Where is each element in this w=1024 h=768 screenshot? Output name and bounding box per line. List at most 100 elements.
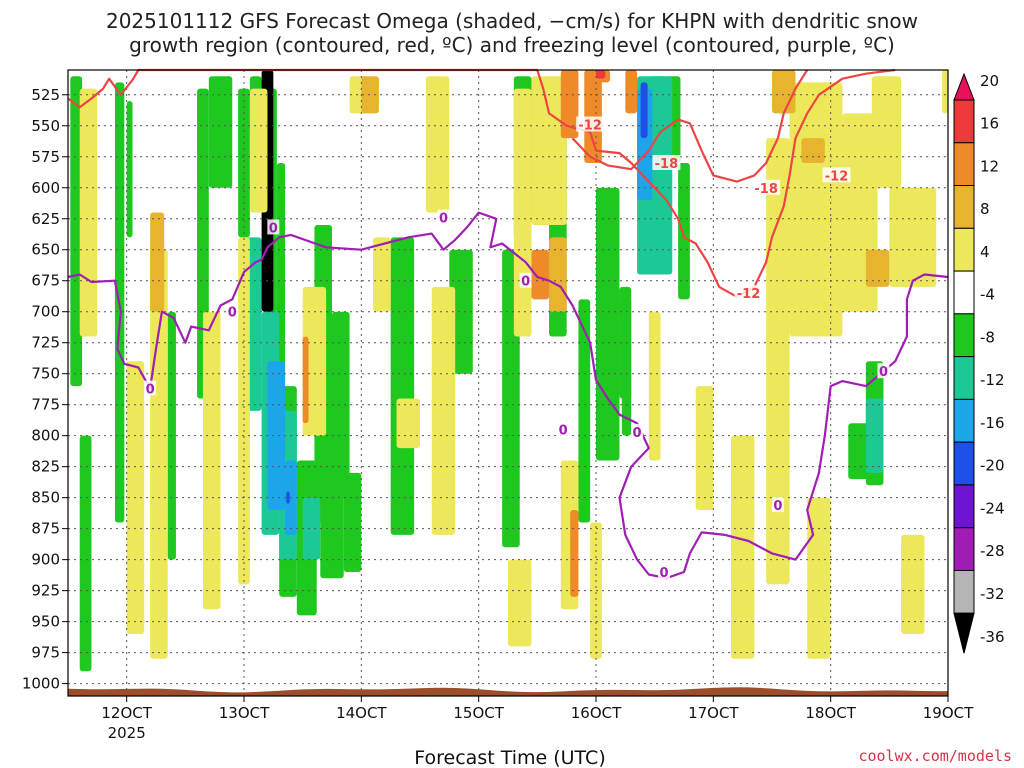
- colorbar-top-arrow: [953, 72, 975, 101]
- omega_up_green-cell-25: [621, 299, 632, 436]
- omega_up_green-cell-0: [70, 76, 83, 387]
- y-tick-label-750: 750: [31, 365, 60, 383]
- y-tick-label-550: 550: [31, 117, 60, 135]
- omega_down_yellow-cell-4: [238, 237, 250, 585]
- contour-label-bg-3: [437, 209, 450, 225]
- omega_down_yellow-cell-11: [431, 286, 456, 535]
- y-tick-label-775: 775: [31, 396, 60, 414]
- omega_down_gold-cell-1: [361, 76, 379, 114]
- dgz_minus12-contour: [67, 68, 896, 298]
- y-axis: 525 550 575 600 625 650 675 700 725 750 775 800 825 8…: [22, 86, 68, 693]
- colorbar-label-3: 8: [980, 200, 990, 218]
- contour-label-11: -12: [737, 287, 761, 302]
- colorbar-label-0: 20: [980, 72, 999, 90]
- colorbar-swatch-6: [953, 313, 975, 358]
- dgz_minus18-contour: [571, 69, 809, 183]
- x-axis-year-label: 2025: [108, 724, 146, 742]
- colorbar-swatch-7: [953, 356, 975, 400]
- x-tick-label-18OCT: 18OCT: [805, 704, 856, 722]
- credit-text: coolwx.com/models: [858, 747, 1012, 765]
- omega_down_orange-cell-6: [302, 336, 309, 424]
- x-axis: 12OCT 13OCT 14OCT 15OCT 16OCT 17OCT 18OCT 19OCT: [101, 696, 974, 722]
- contour-label-8: 0: [773, 499, 782, 514]
- omega_down_yellow-cell-9: [396, 398, 420, 449]
- omega_down_orange-cell-1: [531, 249, 550, 300]
- colorbar-label-12: -32: [980, 585, 1005, 603]
- y-tick-label-950: 950: [31, 613, 60, 631]
- y-tick-label-850: 850: [31, 489, 60, 507]
- colorbar-label-8: -16: [980, 414, 1005, 432]
- contour-label-3: 0: [439, 212, 448, 227]
- y-tick-label-525: 525: [31, 86, 60, 104]
- omega_down_orange-cell-0: [560, 70, 579, 139]
- colorbar-swatch-2: [953, 142, 975, 187]
- omega_up_green-cell-27: [678, 162, 690, 300]
- omega_up_green-cell-16: [332, 311, 350, 498]
- contour-label-0: 0: [146, 383, 155, 398]
- colorbar-swatch-1: [953, 99, 975, 144]
- contour-label-bg-14: [752, 179, 781, 195]
- omega_down_yellow-cell-22: [807, 497, 831, 659]
- omega_down_yellow-cell-18: [695, 386, 714, 511]
- colorbar-label-9: -20: [980, 457, 1005, 475]
- contour-label-10: -12: [578, 119, 602, 134]
- omega_up_green-cell-3: [126, 100, 133, 238]
- colorbar-label-6: -8: [980, 328, 995, 346]
- omega_down_gold-cell-5: [865, 249, 890, 287]
- omega_down_yellow-cell-17: [648, 311, 661, 461]
- omega_up_green-cell-17: [390, 237, 415, 535]
- contour-label-5: 0: [559, 423, 568, 438]
- colorbar-swatch-4: [953, 227, 975, 272]
- omega_up_darkblue-cell-1: [286, 491, 290, 504]
- contour-label-1: 0: [269, 221, 278, 236]
- contour-label-bg-8: [771, 497, 784, 513]
- y-tick-label-875: 875: [31, 520, 60, 538]
- contour-label-2: 0: [228, 306, 237, 321]
- contour-label-14: -18: [754, 182, 778, 197]
- colorbar-swatch-3: [953, 185, 975, 229]
- omega_down_yellow-cell-5: [249, 88, 268, 213]
- colorbar-swatch-12: [953, 569, 975, 614]
- omega_up_teal-cell-5: [865, 398, 884, 473]
- x-tick-label-15OCT: 15OCT: [453, 704, 504, 722]
- contour-label-bg-13: [652, 154, 681, 170]
- y-tick-label-675: 675: [31, 272, 60, 290]
- colorbar-label-2: 12: [980, 157, 999, 175]
- colorbar-swatch-5: [953, 270, 975, 315]
- contour-label-12: -12: [825, 169, 849, 184]
- freezing_level-contour: [67, 211, 949, 580]
- colorbar: 20 16 12 8 4 -4 -8 -12 -16 -20 -24 -28 -32 -36: [953, 72, 1005, 654]
- contour-label-bg-6: [631, 423, 644, 439]
- grid-lines: [68, 70, 949, 696]
- colorbar-bottom-arrow: [953, 612, 975, 654]
- y-tick-label-800: 800: [31, 427, 60, 445]
- omega_down_gold-cell-3: [772, 70, 796, 114]
- colorbar-label-11: -28: [980, 542, 1005, 560]
- contour-label-bg-7: [658, 564, 671, 580]
- y-tick-label-575: 575: [31, 148, 60, 166]
- colorbar-label-5: -4: [980, 286, 995, 304]
- contour-label-7: 0: [660, 566, 669, 581]
- y-tick-label-625: 625: [31, 210, 60, 228]
- contour-label-bg-11: [734, 285, 763, 301]
- y-tick-label-1000: 1000: [22, 675, 60, 693]
- omega_up_green-cell-22: [578, 299, 591, 523]
- colorbar-swatch-11: [953, 527, 975, 571]
- omega_down_yellow-cell-14: [531, 76, 567, 225]
- omega_down_yellow-cell-27: [942, 70, 948, 114]
- contour-label-bg-2: [226, 303, 239, 319]
- omega-shading: [70, 70, 948, 672]
- x-tick-label-12OCT: 12OCT: [101, 704, 152, 722]
- colorbar-label-1: 16: [980, 115, 999, 133]
- ground-surface: [68, 687, 948, 696]
- omega_down_yellow-cell-21: [789, 82, 843, 337]
- contour-label-bg-12: [822, 167, 851, 183]
- x-tick-label-17OCT: 17OCT: [688, 704, 739, 722]
- y-tick-label-925: 925: [31, 582, 60, 600]
- x-tick-label-19OCT: 19OCT: [923, 704, 974, 722]
- contour-label-13: -18: [655, 157, 679, 172]
- omega_down_yellow-cell-25: [889, 187, 937, 287]
- omega_down_red-cell-0: [596, 70, 606, 79]
- contour-label-9: 0: [879, 365, 888, 380]
- x-tick-label-16OCT: 16OCT: [571, 704, 622, 722]
